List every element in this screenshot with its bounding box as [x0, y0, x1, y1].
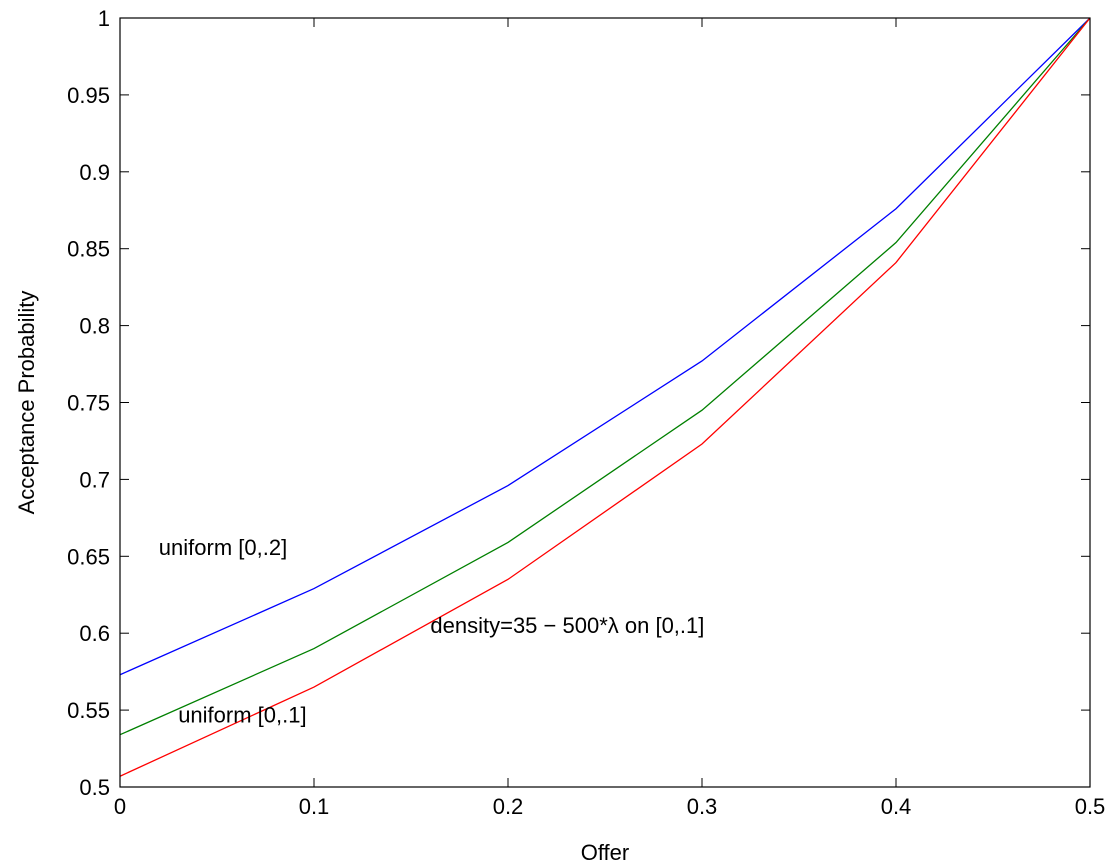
y-tick-label: 1: [98, 6, 110, 31]
y-tick-label: 0.65: [67, 544, 110, 569]
x-tick-label: 0: [114, 794, 126, 819]
series-annotation-2: density=35 − 500*λ on [0,.1]: [430, 613, 704, 638]
y-tick-label: 0.55: [67, 698, 110, 723]
series-layer: [119, 17, 1091, 777]
y-tick-label: 0.9: [79, 160, 110, 185]
series-line-2: [119, 17, 1091, 736]
x-tick-label: 0.3: [687, 794, 718, 819]
x-tick-label: 0.4: [881, 794, 912, 819]
x-tick-label: 0.2: [493, 794, 524, 819]
y-tick-label: 0.75: [67, 391, 110, 416]
annotation-layer: uniform [0,.2] density=35 − 500*λ on [0,.…: [159, 535, 705, 728]
y-tick-label: 0.6: [79, 621, 110, 646]
y-axis-label: Acceptance Probability: [14, 291, 39, 515]
y-tick-label: 0.8: [79, 314, 110, 339]
series-line-1: [119, 17, 1091, 676]
y-tick-label: 0.85: [67, 237, 110, 262]
series-annotation-3: uniform [0,.1]: [178, 702, 306, 727]
plot-frame: [119, 17, 1091, 788]
x-tick-label: 0.1: [299, 794, 330, 819]
x-tick-label: 0.5: [1075, 794, 1106, 819]
series-line-3: [119, 17, 1091, 777]
series-annotation-1: uniform [0,.2]: [159, 535, 287, 560]
y-tick-label: 0.7: [79, 467, 110, 492]
x-axis-label: Offer: [581, 840, 630, 865]
y-tick-label: 0.5: [79, 775, 110, 800]
ticks-layer: 0 0.1 0.2 0.3 0.4 0.5 0.5 0.55 0.6 0.65 0.7 0.75 0.8…: [67, 6, 1105, 819]
y-tick-label: 0.95: [67, 83, 110, 108]
